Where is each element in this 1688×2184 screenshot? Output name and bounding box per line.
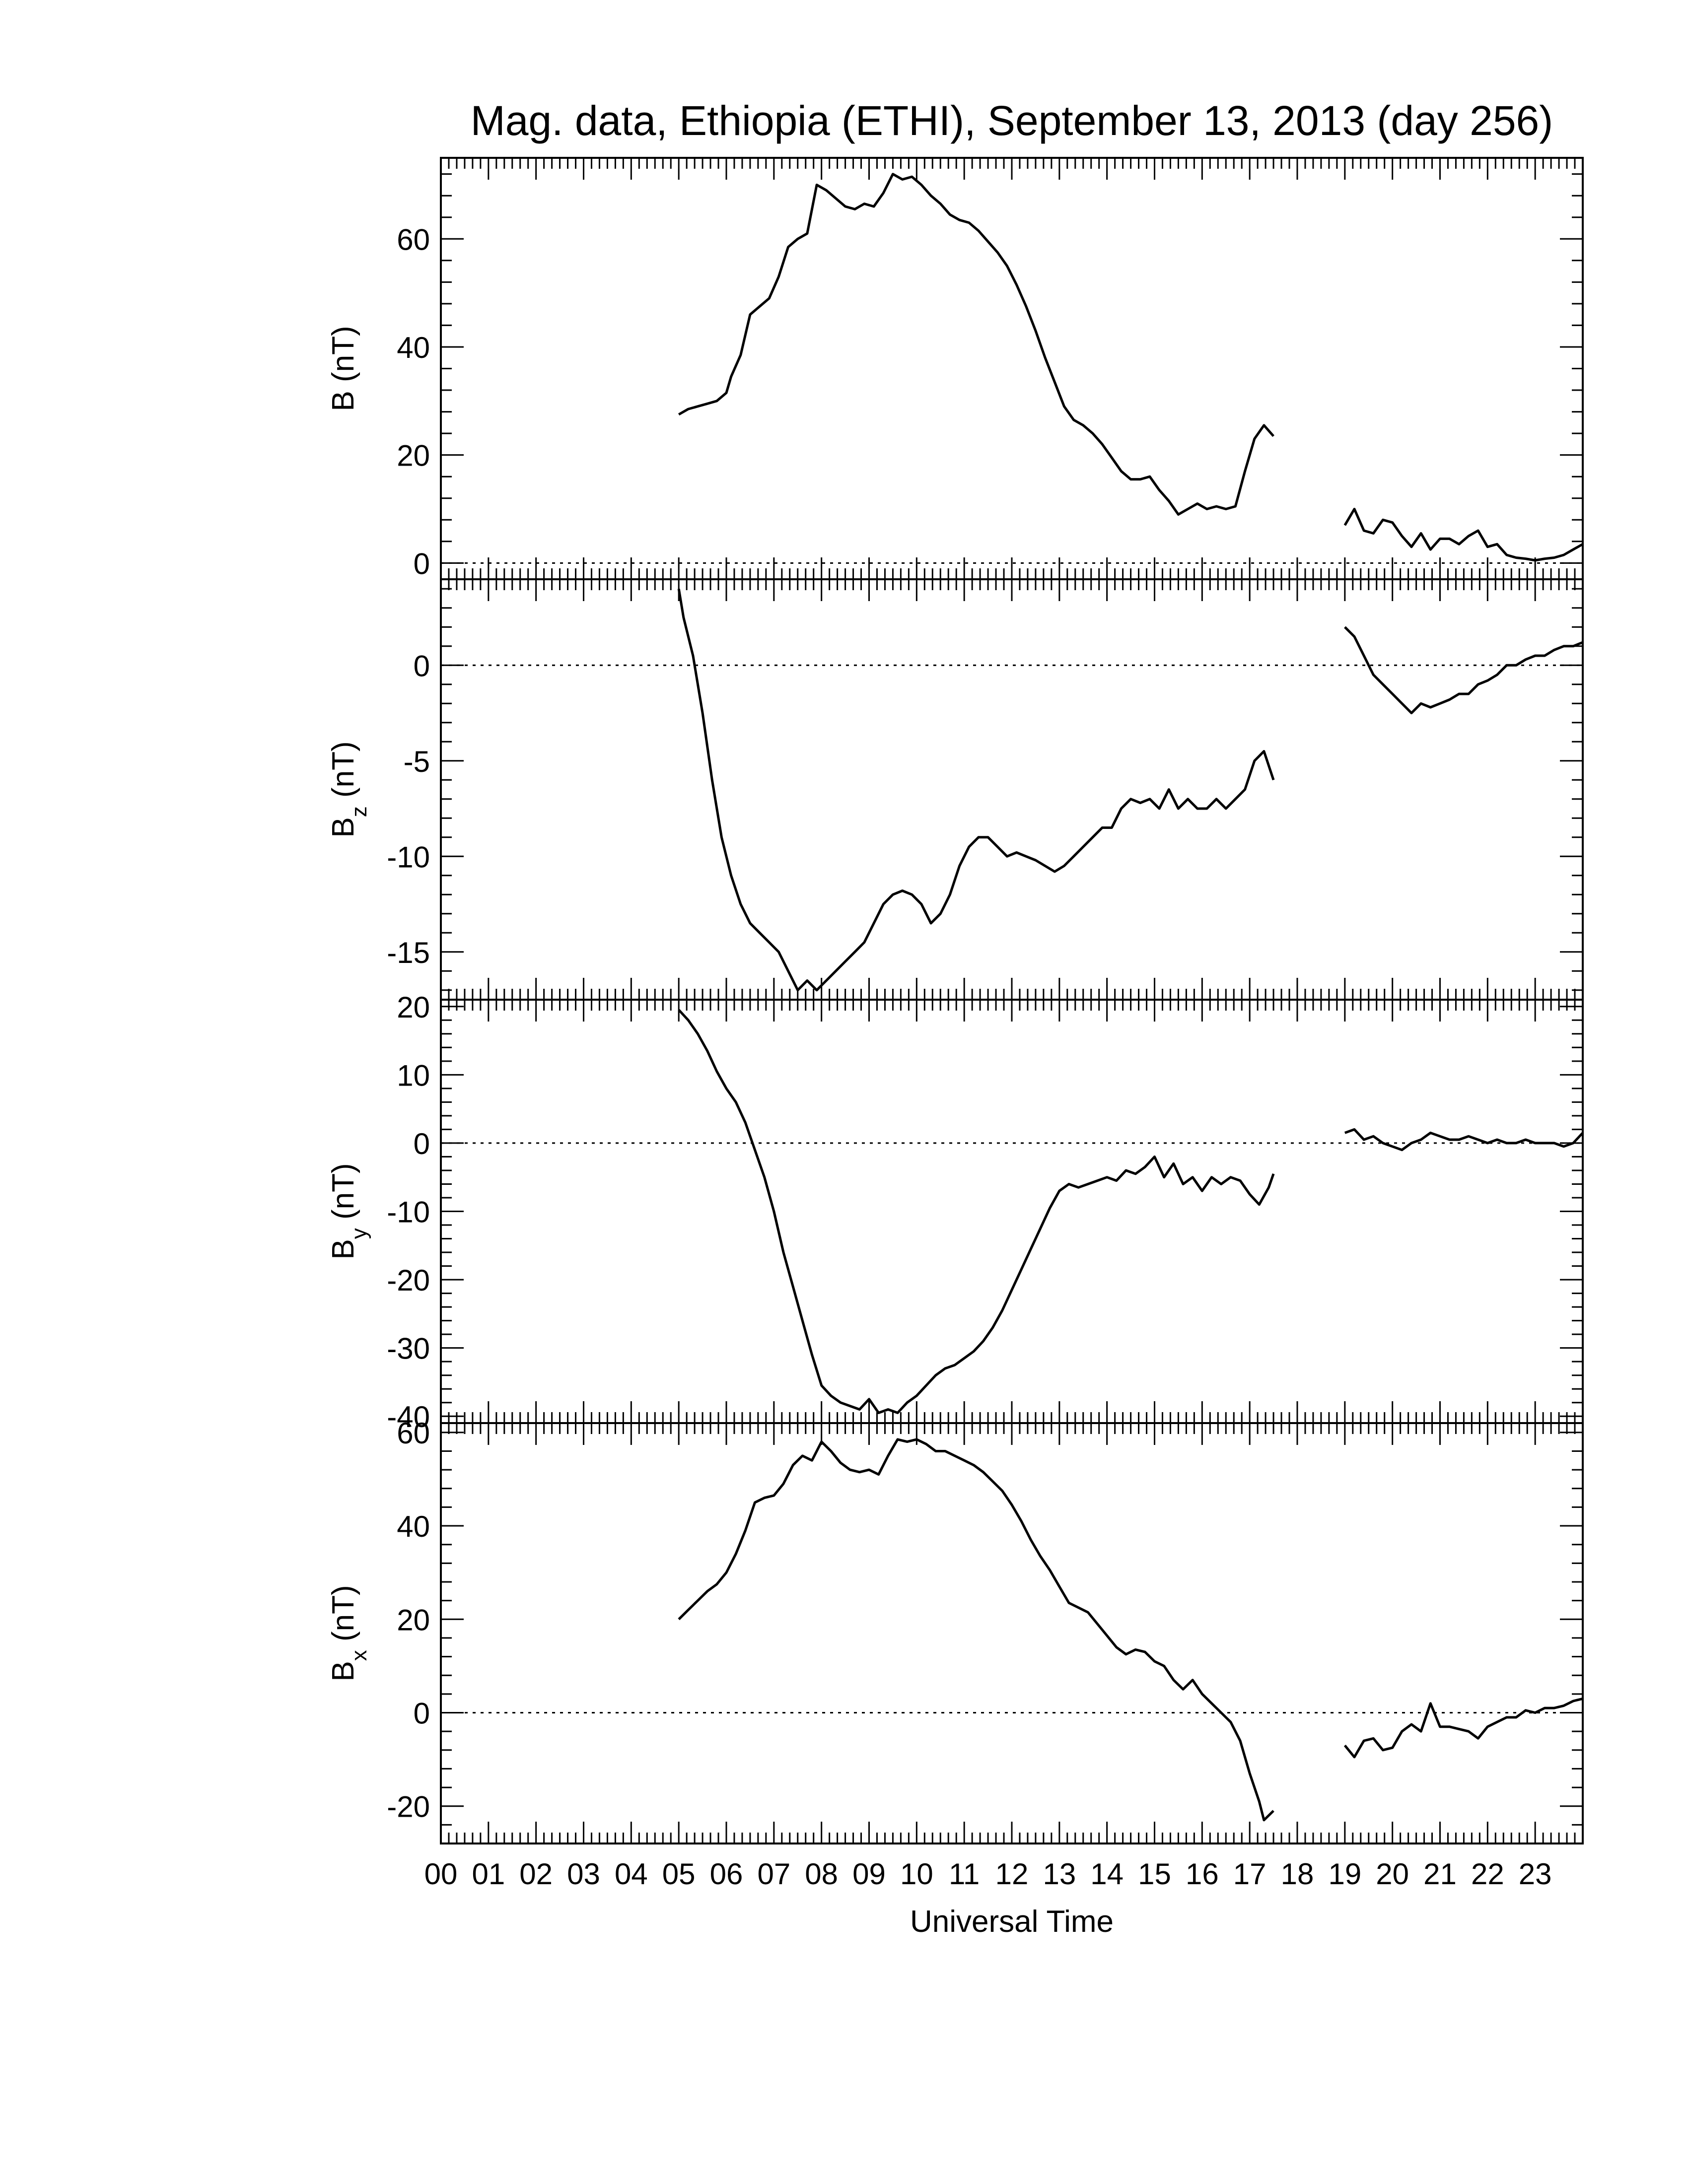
x-tick-label: 01	[472, 1857, 505, 1891]
x-tick-label: 03	[567, 1857, 600, 1891]
x-tick-label: 12	[995, 1857, 1029, 1891]
x-tick-label: 17	[1233, 1857, 1266, 1891]
y-tick-label-bz: -15	[387, 936, 430, 969]
y-tick-label-by: 10	[397, 1059, 430, 1092]
series-line-bx-segment-0	[678, 1438, 1274, 1822]
x-tick-label: 14	[1090, 1857, 1124, 1891]
panel-frame-bx	[440, 1422, 1584, 1844]
panel-by: 20 10 0 -10 -20 -30 -40 By (nT)	[326, 991, 1584, 1433]
x-tick-label: 07	[757, 1857, 790, 1891]
x-tick-label: 10	[900, 1857, 933, 1891]
x-tick-labels: 00 01 02 03 04 05 06 07 08 09 10 11 12 13 14 15 16 17 18 19…	[424, 1857, 1552, 1891]
y-tick-label-b: 60	[397, 223, 430, 256]
x-tick-label: 15	[1138, 1857, 1171, 1891]
series-line-b-segment-1	[1343, 508, 1584, 562]
series-line-bx-segment-1	[1343, 1697, 1583, 1759]
series-line-bz-segment-1	[1344, 626, 1583, 714]
x-tick-label: 16	[1186, 1857, 1219, 1891]
y-tick-label-bx: 20	[397, 1603, 430, 1637]
x-tick-label: 05	[662, 1857, 696, 1891]
x-tick-label: 06	[710, 1857, 743, 1891]
y-axis-label-bx: Bx (nT)	[326, 1585, 371, 1681]
y-axis-label-b: B (nT)	[326, 326, 360, 411]
y-tick-label-by: 0	[414, 1127, 430, 1160]
x-tick-label: 18	[1281, 1857, 1314, 1891]
x-tick-label: 08	[805, 1857, 838, 1891]
x-tick-label: 23	[1519, 1857, 1552, 1891]
y-tick-label-by: 20	[397, 991, 430, 1024]
y-tick-label-by: -20	[387, 1264, 430, 1297]
x-tick-label: 20	[1376, 1857, 1409, 1891]
series-line-by-segment-1	[1344, 1128, 1584, 1152]
series-line-by-segment-0	[678, 1009, 1275, 1414]
series-line-b-segment-0	[678, 173, 1274, 516]
y-axis-label-by: By (nT)	[326, 1163, 371, 1259]
y-tick-label-bx: 0	[414, 1697, 430, 1730]
x-tick-label: 13	[1043, 1857, 1076, 1891]
x-axis-label: Universal Time	[910, 1905, 1114, 1939]
chart-title: Mag. data, Ethiopia (ETHI), September 13…	[471, 97, 1553, 144]
y-tick-label-bz: -10	[387, 840, 430, 874]
y-tick-label-bx: 60	[397, 1417, 430, 1450]
x-tick-label: 00	[424, 1857, 458, 1891]
panels: 0 20 40 60 B (nT) 0 -5 -10 -15 Bz (nT) 20 10 0 -10 -20…	[326, 157, 1584, 1844]
series-line-bz-segment-0	[677, 588, 1275, 992]
y-axis-label-bz: Bz (nT)	[326, 741, 371, 837]
x-tick-label: 22	[1471, 1857, 1504, 1891]
x-tick-label: 19	[1328, 1857, 1361, 1891]
y-tick-label-bz: 0	[414, 649, 430, 682]
panel-bx: 60 40 20 0 -20 Bx (nT)	[326, 1417, 1584, 1844]
y-tick-label-by: -40	[387, 1400, 430, 1433]
y-tick-label-b: 20	[397, 439, 430, 473]
y-tick-label-by: -10	[387, 1196, 430, 1229]
y-tick-label-bz: -5	[404, 745, 430, 778]
y-tick-label-b: 0	[414, 547, 430, 580]
y-tick-label-by: -30	[387, 1332, 430, 1365]
x-tick-label: 02	[519, 1857, 553, 1891]
x-tick-label: 04	[615, 1857, 648, 1891]
y-tick-label-bx: 40	[397, 1510, 430, 1543]
x-tick-label: 21	[1423, 1857, 1457, 1891]
y-tick-label-bx: -20	[387, 1790, 430, 1824]
x-tick-label: 11	[949, 1857, 980, 1891]
y-tick-label-b: 40	[397, 331, 430, 364]
x-tick-label: 09	[852, 1857, 886, 1891]
